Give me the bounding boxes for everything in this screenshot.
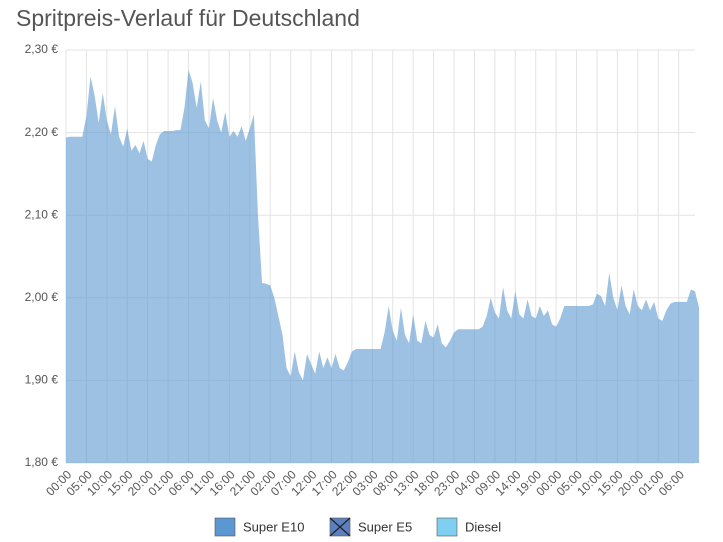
legend-label: Super E10 bbox=[243, 519, 304, 534]
y-tick-label: 1,90 € bbox=[25, 373, 59, 387]
y-tick-label: 2,20 € bbox=[25, 125, 59, 139]
area bbox=[66, 69, 700, 463]
legend-swatch bbox=[436, 517, 458, 537]
y-tick-label: 2,00 € bbox=[25, 290, 59, 304]
legend-label: Super E5 bbox=[358, 519, 412, 534]
legend-swatch bbox=[214, 517, 236, 537]
y-tick-label: 2,10 € bbox=[25, 207, 59, 221]
y-tick-label: 2,30 € bbox=[25, 42, 59, 56]
legend-item[interactable]: Super E10 bbox=[214, 517, 304, 537]
chart-title: Spritpreis-Verlauf für Deutschland bbox=[16, 5, 360, 31]
legend-item[interactable]: Diesel bbox=[436, 517, 501, 537]
y-tick-label: 1,80 € bbox=[25, 455, 59, 469]
legend-item[interactable]: Super E5 bbox=[329, 517, 412, 537]
legend-label: Diesel bbox=[465, 519, 501, 534]
legend-cross bbox=[329, 517, 351, 537]
